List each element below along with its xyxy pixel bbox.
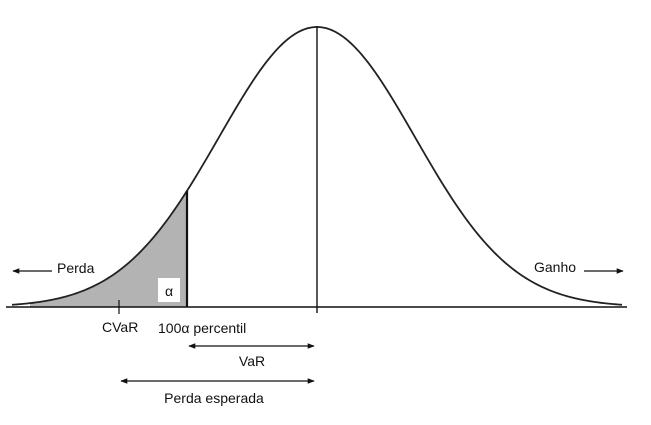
cvar-label: CVaR — [102, 319, 138, 335]
var-label: VaR — [239, 353, 265, 369]
gain-label: Ganho — [534, 259, 576, 275]
alpha-label: α — [165, 283, 173, 299]
loss-label: Perda — [57, 260, 95, 276]
alpha-label-box — [158, 278, 180, 302]
percentile-label: 100α percentil — [158, 320, 246, 336]
expected-loss-label: Perda esperada — [164, 390, 264, 406]
tail-area — [30, 190, 187, 307]
